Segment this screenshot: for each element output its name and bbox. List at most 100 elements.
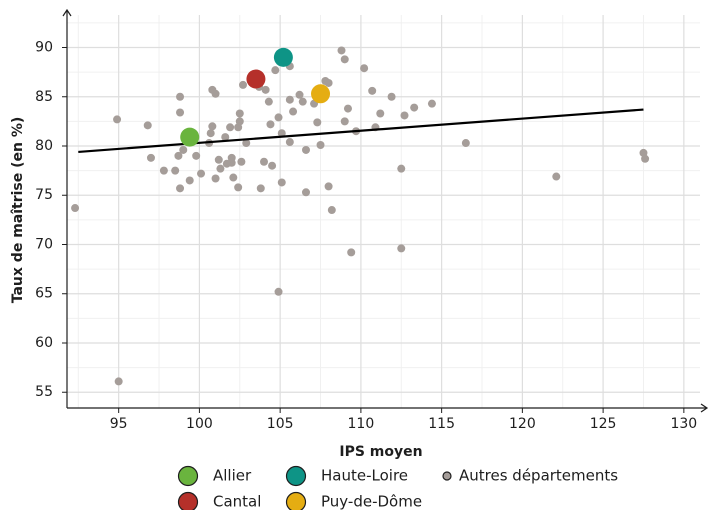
- highlight-point: [180, 127, 200, 147]
- point: [211, 89, 220, 98]
- point: [113, 115, 122, 124]
- point: [552, 172, 561, 181]
- point: [237, 157, 246, 166]
- point: [397, 244, 406, 253]
- point: [176, 92, 185, 101]
- point: [360, 64, 369, 73]
- point: [274, 287, 283, 296]
- point: [176, 108, 185, 117]
- highlight-point: [311, 84, 331, 104]
- highlight-point: [273, 47, 293, 67]
- point: [159, 166, 168, 175]
- point: [347, 248, 356, 257]
- y-tick-label: 55: [35, 384, 53, 400]
- x-tick-label: 95: [110, 416, 128, 432]
- point: [368, 86, 377, 95]
- point: [235, 109, 244, 118]
- point: [234, 183, 243, 192]
- point: [146, 153, 155, 162]
- legend-label: Cantal: [213, 493, 261, 510]
- point: [197, 169, 206, 178]
- x-tick-label: 115: [428, 416, 455, 432]
- x-tick-label: 120: [509, 416, 536, 432]
- x-axis-label: IPS moyen: [339, 444, 422, 460]
- y-tick-label: 60: [35, 335, 53, 351]
- point: [285, 138, 294, 147]
- legend-label: Puy-de-Dôme: [321, 493, 422, 510]
- point: [268, 161, 277, 170]
- point: [295, 90, 304, 99]
- point: [226, 123, 235, 132]
- point: [264, 97, 273, 106]
- point: [260, 157, 269, 166]
- x-tick-label: 110: [348, 416, 375, 432]
- x-tick-label: 100: [186, 416, 213, 432]
- point: [324, 78, 333, 87]
- point: [208, 122, 217, 131]
- point: [271, 66, 280, 75]
- legend-swatch: [442, 471, 452, 481]
- point: [298, 97, 307, 106]
- y-tick-label: 75: [35, 187, 53, 203]
- point: [261, 85, 270, 94]
- point: [313, 118, 322, 127]
- point: [222, 159, 231, 168]
- point: [221, 133, 230, 142]
- point: [277, 129, 286, 138]
- point: [343, 104, 352, 113]
- point: [229, 173, 238, 182]
- point: [410, 103, 419, 112]
- point: [211, 174, 220, 183]
- point: [143, 121, 152, 130]
- x-axis: [67, 403, 709, 413]
- x-tick-label: 130: [670, 416, 697, 432]
- point: [171, 166, 180, 175]
- point: [256, 184, 265, 193]
- x-tick-label: 125: [590, 416, 617, 432]
- point: [340, 55, 349, 64]
- legend-swatch: [285, 465, 307, 487]
- point: [316, 141, 325, 150]
- y-axis: [62, 8, 72, 408]
- point: [114, 377, 123, 386]
- point: [206, 129, 215, 138]
- point: [400, 111, 409, 120]
- point: [301, 188, 310, 197]
- point: [235, 117, 244, 126]
- point: [266, 120, 275, 129]
- point: [461, 139, 470, 148]
- point: [176, 184, 185, 193]
- point: [239, 80, 248, 89]
- legend-swatch: [177, 491, 199, 510]
- point: [277, 178, 286, 187]
- point: [174, 151, 183, 160]
- point: [214, 155, 223, 164]
- legend-swatch: [285, 491, 307, 510]
- point: [242, 139, 251, 148]
- point: [192, 151, 201, 160]
- y-tick-label: 85: [35, 89, 53, 105]
- point: [324, 182, 333, 191]
- legend-label: Allier: [213, 467, 252, 485]
- point: [387, 92, 396, 101]
- trend-line: [78, 108, 644, 154]
- point: [340, 117, 349, 126]
- point: [327, 206, 336, 215]
- point: [274, 113, 283, 122]
- x-tick-label: 105: [267, 416, 294, 432]
- highlight-point: [246, 69, 266, 89]
- point: [289, 107, 298, 116]
- y-tick-label: 70: [35, 236, 53, 252]
- point: [285, 95, 294, 104]
- legend-label: Haute-Loire: [321, 467, 408, 485]
- legend-label: Autres départements: [459, 467, 618, 485]
- y-tick-label: 65: [35, 286, 53, 302]
- point: [397, 164, 406, 173]
- point: [179, 145, 188, 154]
- point: [301, 145, 310, 154]
- point: [185, 176, 194, 185]
- legend-swatch: [177, 465, 199, 487]
- point: [337, 46, 346, 55]
- y-tick-label: 90: [35, 40, 53, 56]
